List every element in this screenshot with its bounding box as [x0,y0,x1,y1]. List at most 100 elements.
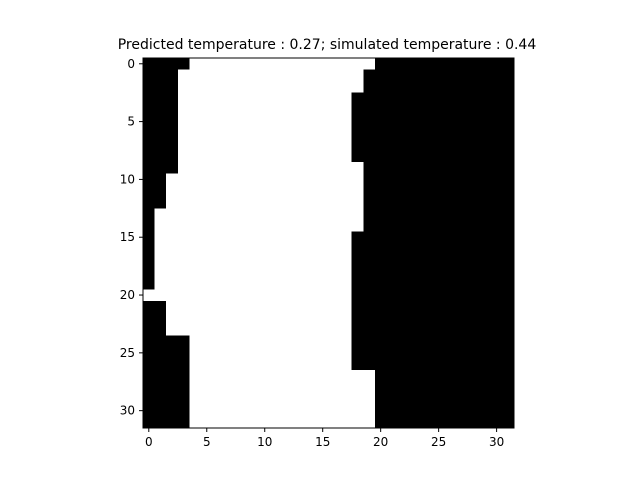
heatmap-cell-white [177,92,352,105]
heatmap-cell-black-left [143,358,190,371]
heatmap-cell-black-left [143,173,167,186]
heatmap-cell-white [177,138,352,151]
heatmap-cell-white [189,404,375,417]
heatmap-cell-white [154,219,364,232]
heatmap-cell-white [143,289,352,301]
heatmap-cell-white [189,393,375,405]
heatmap-cell-black-left [143,370,190,382]
heatmap-cell-white [189,416,375,428]
heatmap-cell-black-left [143,347,190,359]
heatmap-cell-white [189,370,375,382]
heatmap-cell-black-right [351,277,514,290]
x-tick-label: 30 [489,435,504,449]
heatmap-cells [143,58,514,428]
heatmap-cell-black-right [374,416,514,428]
heatmap-cell-white [189,58,375,70]
heatmap-cell-white [177,69,364,82]
heatmap-cell-black-right [363,185,514,197]
heatmap-cell-black-right [351,335,514,348]
heatmap-cell-black-left [143,335,190,348]
x-tick-label: 10 [257,435,272,449]
heatmap-cell-black-left [143,404,190,417]
x-tick-label: 0 [145,435,153,449]
heatmap-cell-black-right [351,138,514,151]
heatmap-cell-white [166,196,364,209]
heatmap-cell-black-left [143,185,167,197]
heatmap-cell-black-left [143,416,190,428]
heatmap-cell-white [177,150,352,163]
heatmap-cell-black-right [374,370,514,382]
heatmap-cell-white [189,335,352,348]
heatmap-cell-black-right [351,150,514,163]
heatmap-cell-black-left [143,104,178,116]
heatmap-cell-white [154,277,352,290]
heatmap-cell-black-left [143,266,155,278]
y-axis-ticks: 0 5 10 15 20 25 30 [120,57,143,418]
heatmap-cell-white [177,115,352,128]
heatmap-cell-white [154,254,352,267]
heatmap-cell-black-left [143,115,178,128]
heatmap-cell-black-right [351,231,514,243]
heatmap-cell-black-right [351,115,514,128]
heatmap-cell-white [189,381,375,394]
heatmap-cell-black-right [374,58,514,70]
heatmap-cell-black-left [143,127,178,139]
heatmap-cell-black-right [363,208,514,220]
y-tick-label: 5 [127,115,135,129]
y-tick-label: 0 [127,57,135,71]
heatmap-cell-black-left [143,219,155,232]
heatmap-cell-black-right [351,104,514,116]
heatmap-cell-black-left [143,323,167,336]
heatmap-cell-black-left [143,138,178,151]
y-tick-label: 20 [120,288,135,302]
heatmap-cell-white [189,347,352,359]
heatmap-cell-black-left [143,92,178,105]
y-tick-label: 15 [120,230,135,244]
chart-title: Predicted temperature : 0.27; simulated … [118,37,537,53]
heatmap-cell-white [166,185,364,197]
heatmap-cell-white [177,162,364,174]
heatmap-cell-black-right [351,127,514,139]
heatmap-cell-white [166,300,352,313]
y-tick-label: 25 [120,346,135,360]
heatmap-cell-black-right [363,81,514,93]
x-tick-label: 5 [203,435,211,449]
heatmap-cell-black-right [374,404,514,417]
heatmap-cell-black-left [143,196,167,209]
heatmap-cell-black-left [143,393,190,405]
x-axis-ticks: 0 5 10 15 20 25 30 [145,428,504,449]
heatmap-cell-black-right [363,196,514,209]
x-tick-label: 25 [431,435,446,449]
plot-frame [142,57,515,429]
heatmap-cell-white [166,312,352,324]
heatmap-cell-black-right [363,162,514,174]
heatmap-cell-black-left [143,231,155,243]
heatmap-cell-black-right [363,173,514,186]
x-tick-label: 20 [373,435,388,449]
heatmap-cell-white [166,323,352,336]
heatmap-cell-black-left [143,58,190,70]
heatmap-cell-black-left [143,243,155,255]
heatmap-cell-black-left [143,69,178,82]
heatmap-cell-black-right [351,323,514,336]
heatmap-cell-white [177,81,364,93]
heatmap-cell-black-left [143,150,178,163]
heatmap-cell-white [166,173,364,186]
heatmap-cell-white [154,208,364,220]
heatmap-cell-black-right [351,358,514,371]
heatmap-cell-white [189,358,352,371]
heatmap-cell-black-left [143,81,178,93]
heatmap-cell-black-left [143,300,167,313]
y-tick-label: 30 [120,404,135,418]
heatmap-cell-white [154,243,352,255]
heatmap-cell-black-left [143,381,190,394]
x-tick-label: 15 [315,435,330,449]
heatmap-cell-black-left [143,277,155,290]
heatmap-cell-black-right [351,266,514,278]
heatmap-cell-white [154,266,352,278]
heatmap-cell-black-right [351,243,514,255]
heatmap-cell-black-right [351,92,514,105]
heatmap-cell-black-left [143,254,155,267]
heatmap-cell-black-right [351,312,514,324]
